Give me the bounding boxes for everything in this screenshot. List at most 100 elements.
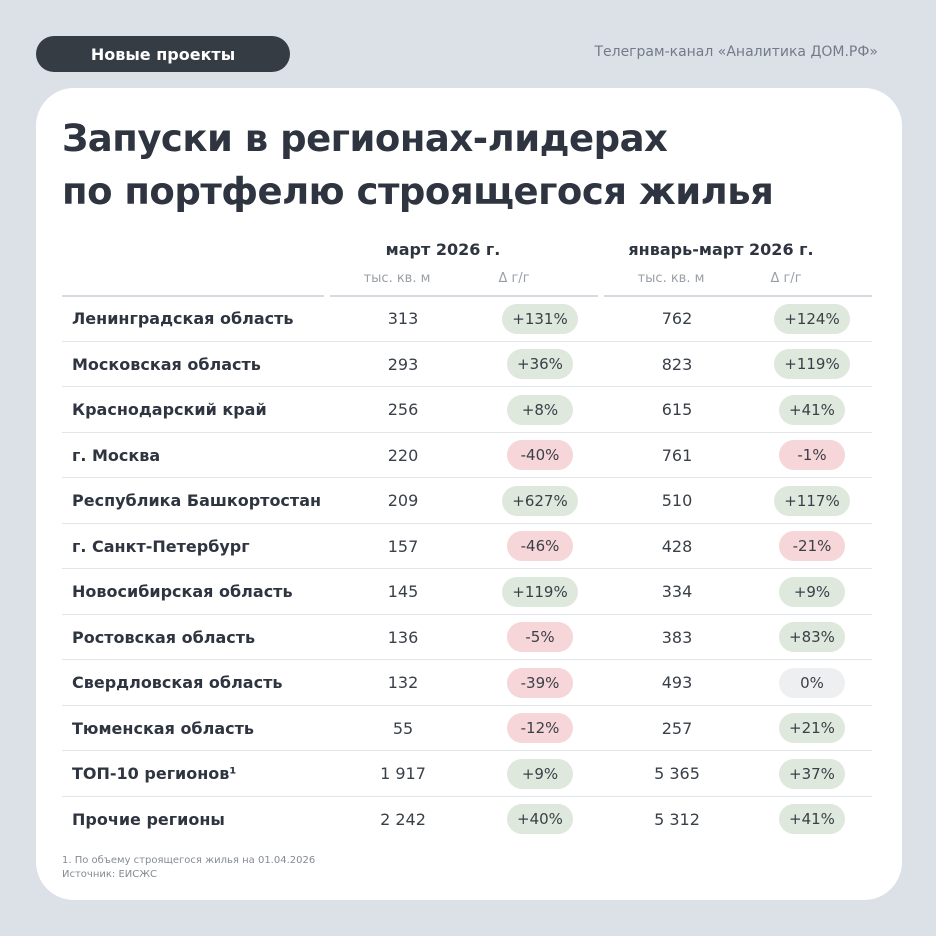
- march-value: 136: [387, 627, 419, 647]
- region-name: Тюменская область: [72, 718, 254, 738]
- march-delta-cell: +9%: [490, 751, 590, 797]
- region-name: Свердловская область: [72, 673, 283, 693]
- march-value: 55: [392, 718, 414, 738]
- march-delta-badge: -12%: [507, 713, 573, 744]
- region-name: Ленинградская область: [72, 309, 294, 329]
- header-divider-group1: [330, 295, 598, 297]
- march-delta-badge: -5%: [507, 622, 573, 653]
- ytd-value: 615: [661, 400, 693, 420]
- ytd-value: 428: [661, 536, 693, 556]
- table-row: Тюменская область 55 -12% 257 +21%: [62, 706, 872, 752]
- delta-header-1: Δ г/г: [498, 271, 530, 286]
- ytd-delta-badge: +9%: [779, 576, 845, 607]
- ytd-value: 493: [661, 673, 693, 693]
- march-delta-badge: +36%: [507, 349, 573, 380]
- march-delta-badge: +40%: [507, 804, 573, 835]
- march-delta-cell: -5%: [490, 615, 590, 661]
- march-value: 1 917: [380, 764, 426, 784]
- region-name: г. Москва: [72, 445, 161, 465]
- ytd-value: 510: [661, 491, 693, 511]
- ytd-value: 257: [661, 718, 693, 738]
- ytd-delta-cell: +41%: [762, 387, 862, 433]
- march-value: 220: [387, 445, 419, 465]
- march-delta-cell: +119%: [490, 569, 590, 615]
- channel-source: Телеграм-канал «Аналитика ДОМ.РФ»: [594, 44, 878, 60]
- ytd-delta-cell: +41%: [762, 797, 862, 843]
- march-delta-badge: -40%: [507, 440, 573, 471]
- ytd-delta-badge: 0%: [779, 667, 845, 698]
- march-delta-cell: -46%: [490, 524, 590, 570]
- table-row: Прочие регионы 2 242 +40% 5 312 +41%: [62, 797, 872, 843]
- march-delta-badge: +8%: [507, 394, 573, 425]
- march-value: 293: [387, 354, 419, 374]
- march-delta-cell: +131%: [490, 296, 590, 342]
- region-name: г. Санкт-Петербург: [72, 536, 250, 556]
- column-group-march: март 2026 г.: [385, 240, 501, 259]
- march-value: 132: [387, 673, 419, 693]
- march-delta-badge: -46%: [507, 531, 573, 562]
- region-name: Прочие регионы: [72, 809, 225, 829]
- footnote-source: Источник: ЕИСЖС: [62, 869, 157, 880]
- delta-header-2: Δ г/г: [770, 271, 802, 286]
- footnote-1: 1. По объему строящегося жилья на 01.04.…: [62, 855, 316, 866]
- title-line-2: по портфелю строящегося жилья: [62, 170, 774, 213]
- unit-header-2: тыс. кв. м: [637, 271, 705, 286]
- ytd-delta-badge: +37%: [779, 758, 845, 789]
- table-row: Свердловская область 132 -39% 493 0%: [62, 660, 872, 706]
- march-delta-cell: -40%: [490, 433, 590, 479]
- ytd-delta-cell: +37%: [762, 751, 862, 797]
- ytd-delta-badge: +117%: [774, 485, 850, 516]
- unit-header-1: тыс. кв. м: [363, 271, 431, 286]
- ytd-delta-cell: +9%: [762, 569, 862, 615]
- title-line-1: Запуски в регионах-лидерах: [62, 117, 668, 160]
- march-delta-cell: +8%: [490, 387, 590, 433]
- march-value: 313: [387, 309, 419, 329]
- content-card: Запуски в регионах-лидерах по портфелю с…: [36, 88, 902, 900]
- data-table: Ленинградская область 313 +131% 762 +124% Мос…: [62, 296, 872, 842]
- march-delta-cell: +36%: [490, 342, 590, 388]
- table-row: г. Москва 220 -40% 761 -1%: [62, 433, 872, 479]
- ytd-delta-badge: +41%: [779, 394, 845, 425]
- march-value: 256: [387, 400, 419, 420]
- region-name: Ростовская область: [72, 627, 256, 647]
- ytd-value: 383: [661, 627, 693, 647]
- march-value: 157: [387, 536, 419, 556]
- page-title: Запуски в регионах-лидерах по портфелю с…: [62, 112, 774, 218]
- table-row: Новосибирская область 145 +119% 334 +9%: [62, 569, 872, 615]
- region-name: Новосибирская область: [72, 582, 293, 602]
- ytd-delta-badge: +41%: [779, 804, 845, 835]
- ytd-delta-cell: +124%: [762, 296, 862, 342]
- march-delta-cell: +627%: [490, 478, 590, 524]
- header-divider-name: [62, 295, 324, 297]
- march-delta-badge: +119%: [502, 576, 578, 607]
- ytd-delta-cell: -1%: [762, 433, 862, 479]
- ytd-value: 5 312: [654, 809, 700, 829]
- column-group-jan-march: январь-март 2026 г.: [628, 240, 814, 259]
- ytd-delta-badge: +119%: [774, 349, 850, 380]
- ytd-value: 761: [661, 445, 693, 465]
- ytd-value: 823: [661, 354, 693, 374]
- ytd-delta-cell: +117%: [762, 478, 862, 524]
- march-delta-cell: -12%: [490, 706, 590, 752]
- ytd-value: 5 365: [654, 764, 700, 784]
- ytd-delta-cell: +21%: [762, 706, 862, 752]
- ytd-delta-badge: +83%: [779, 622, 845, 653]
- ytd-delta-badge: +21%: [779, 713, 845, 744]
- region-name: Московская область: [72, 354, 261, 374]
- march-delta-badge: +627%: [502, 485, 578, 516]
- region-name: ТОП-10 регионов¹: [72, 764, 237, 784]
- march-delta-cell: +40%: [490, 797, 590, 843]
- ytd-delta-badge: -21%: [779, 531, 845, 562]
- table-row: Краснодарский край 256 +8% 615 +41%: [62, 387, 872, 433]
- march-delta-badge: -39%: [507, 667, 573, 698]
- ytd-delta-cell: +83%: [762, 615, 862, 661]
- ytd-delta-cell: -21%: [762, 524, 862, 570]
- table-row: Ростовская область 136 -5% 383 +83%: [62, 615, 872, 661]
- march-value: 2 242: [380, 809, 426, 829]
- table-row: Республика Башкортостан 209 +627% 510 +117%: [62, 478, 872, 524]
- ytd-value: 762: [661, 309, 693, 329]
- footnotes: 1. По объему строящегося жилья на 01.04.…: [62, 854, 315, 882]
- table-row: г. Санкт-Петербург 157 -46% 428 -21%: [62, 524, 872, 570]
- section-tag: Новые проекты: [36, 36, 290, 72]
- header-divider-group2: [604, 295, 872, 297]
